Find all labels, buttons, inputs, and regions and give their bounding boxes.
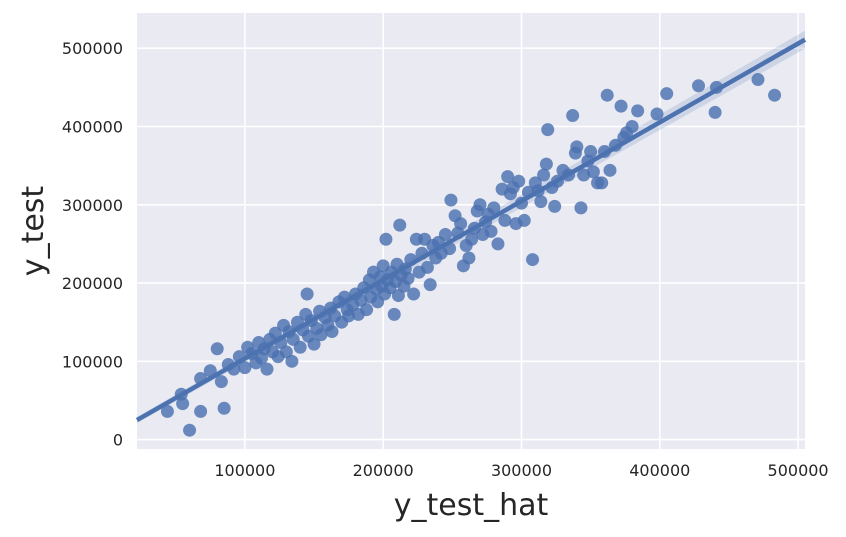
data-point <box>279 345 293 359</box>
data-point <box>210 342 224 356</box>
grid-lines <box>137 13 805 449</box>
x-tick-label: 500000 <box>768 461 829 480</box>
data-point <box>600 88 614 102</box>
data-point <box>570 140 584 154</box>
data-point <box>407 287 421 301</box>
data-point <box>660 87 674 101</box>
y-axis-label: y_test <box>16 186 51 277</box>
y-tick-label: 500000 <box>62 39 123 58</box>
regression-line <box>135 37 807 422</box>
data-point <box>214 375 228 389</box>
data-point <box>501 170 515 184</box>
regression-line-group <box>135 37 807 422</box>
x-tick-label: 400000 <box>629 461 690 480</box>
data-point <box>293 340 307 354</box>
data-point <box>260 362 274 376</box>
x-tick-label: 300000 <box>491 461 552 480</box>
data-point <box>300 287 314 301</box>
y-tick-label: 100000 <box>62 352 123 371</box>
data-point <box>534 195 548 209</box>
data-point <box>465 232 479 246</box>
data-point <box>574 201 588 215</box>
data-point <box>360 303 374 317</box>
data-point <box>586 165 600 179</box>
data-point <box>285 354 299 368</box>
data-point <box>391 289 405 303</box>
data-point <box>584 145 598 159</box>
x-tick-labels: 100000 200000 300000 400000 500000 <box>214 461 828 480</box>
x-tick-label: 200000 <box>353 461 414 480</box>
data-points <box>160 73 782 437</box>
data-point <box>194 404 208 418</box>
data-point <box>708 105 722 119</box>
data-point <box>183 423 197 437</box>
x-axis-label: y_test_hat <box>394 488 549 523</box>
data-point <box>160 404 174 418</box>
data-point <box>307 337 321 351</box>
data-point <box>491 237 505 251</box>
data-point <box>176 397 190 411</box>
data-point <box>401 271 415 285</box>
data-point <box>768 88 782 102</box>
data-point <box>566 109 580 123</box>
data-point <box>603 163 617 177</box>
data-point <box>238 361 252 375</box>
data-point <box>541 123 555 137</box>
data-point <box>487 201 501 215</box>
y-tick-labels: 0 100000 200000 300000 400000 500000 <box>62 39 123 449</box>
data-point <box>537 168 551 182</box>
data-point <box>512 174 526 188</box>
data-point <box>517 213 531 227</box>
data-point <box>625 120 639 134</box>
y-tick-label: 300000 <box>62 196 123 215</box>
data-point <box>462 251 476 265</box>
data-point <box>526 253 540 267</box>
data-point <box>614 99 628 113</box>
data-point <box>444 193 458 207</box>
data-point <box>595 176 609 190</box>
x-tick-label: 100000 <box>214 461 275 480</box>
data-point <box>484 224 498 238</box>
data-point <box>650 107 664 121</box>
y-tick-label: 400000 <box>62 118 123 137</box>
data-point <box>268 326 282 340</box>
data-point <box>314 328 328 342</box>
data-point <box>692 79 706 93</box>
data-point <box>342 309 356 323</box>
data-point <box>548 199 562 213</box>
data-point <box>217 401 231 415</box>
data-point <box>473 198 487 212</box>
data-point <box>631 104 645 118</box>
data-point <box>454 217 468 231</box>
data-point <box>393 218 407 232</box>
y-tick-label: 200000 <box>62 274 123 293</box>
y-tick-label: 0 <box>113 431 123 450</box>
data-point <box>751 73 765 87</box>
data-point <box>420 260 434 274</box>
data-point <box>438 228 452 242</box>
data-point <box>498 213 512 227</box>
data-point <box>539 157 553 171</box>
data-point <box>423 278 437 292</box>
data-point <box>387 307 401 321</box>
data-point <box>325 325 339 339</box>
data-point <box>379 232 393 246</box>
